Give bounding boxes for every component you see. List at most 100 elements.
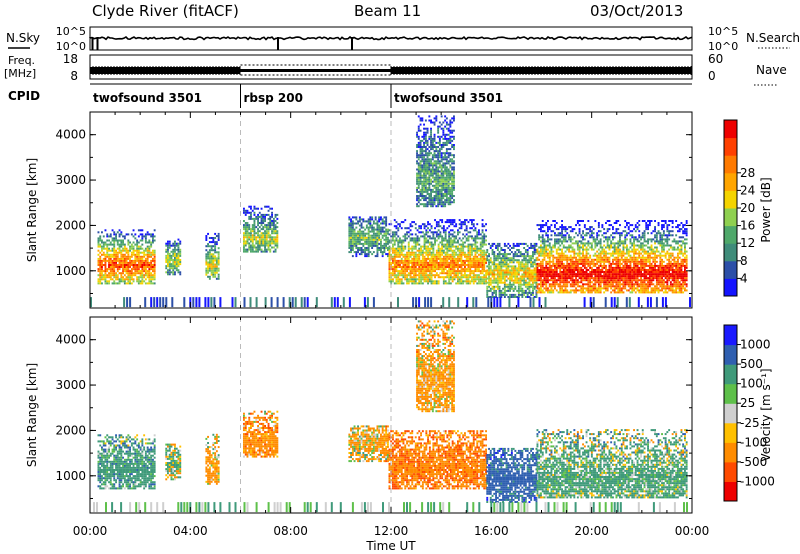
echo-cell <box>538 291 541 294</box>
echo-cell <box>146 253 149 256</box>
echo-cell <box>469 255 472 258</box>
echo-cell <box>122 255 124 258</box>
echo-cell <box>97 243 100 246</box>
echo-cell <box>552 283 555 286</box>
echo-cell <box>605 252 607 255</box>
echo-cell <box>269 250 272 253</box>
echo-cell <box>257 224 259 227</box>
echo-cell <box>458 231 461 234</box>
echo-cell <box>594 283 597 286</box>
echo-cell <box>248 224 251 227</box>
echo-cell <box>427 261 429 264</box>
echo-cell <box>582 258 584 261</box>
echo-cell <box>634 269 637 271</box>
echo-cell <box>523 263 526 266</box>
echo-cell <box>167 240 169 243</box>
echo-cell <box>471 276 473 279</box>
echo-cell <box>483 274 486 277</box>
echo-cell <box>369 242 372 245</box>
echo-cell <box>152 282 154 285</box>
echo-cell <box>533 273 536 276</box>
echo-cell <box>246 222 249 224</box>
echo-cell <box>455 261 458 264</box>
echo-cell <box>631 248 634 251</box>
echo-cell <box>101 231 103 234</box>
echo-cell <box>392 231 394 234</box>
echo-cell <box>474 251 477 254</box>
echo-cell <box>425 247 428 250</box>
echo-cell <box>244 250 247 253</box>
echo-cell <box>246 234 249 237</box>
echo-cell <box>582 273 584 276</box>
echo-cell <box>250 217 252 220</box>
echo-cell <box>627 283 630 286</box>
echo-cell <box>274 226 277 229</box>
echo-cell <box>571 248 574 251</box>
echo-cell <box>129 257 131 260</box>
echo-cell <box>510 293 513 296</box>
echo-cell <box>500 267 503 270</box>
echo-cell <box>474 255 477 258</box>
echo-cell <box>153 264 156 266</box>
echo-cell <box>427 249 429 252</box>
echo-cell <box>132 261 135 264</box>
echo-cell <box>496 255 499 258</box>
echo-cell <box>260 224 263 227</box>
echo-cell <box>554 234 556 237</box>
echo-cell <box>427 270 429 273</box>
echo-cell <box>498 267 501 270</box>
echo-cell <box>413 282 415 285</box>
echo-cell <box>540 273 542 276</box>
echo-cell <box>460 261 463 264</box>
echo-cell <box>453 235 456 238</box>
echo-cell <box>136 272 139 275</box>
echo-cell <box>214 275 217 278</box>
echo-cell <box>425 229 428 232</box>
echo-cell <box>113 266 116 268</box>
echo-cell <box>448 253 451 256</box>
echo-cell <box>130 272 133 275</box>
echo-cell <box>212 239 215 241</box>
echo-cell <box>532 283 534 286</box>
echo-cell <box>148 274 151 277</box>
echo-cell <box>536 264 539 267</box>
echo-cell <box>478 280 480 283</box>
echo-cell <box>274 242 277 245</box>
echo-cell <box>350 218 352 221</box>
echo-cell <box>387 255 389 258</box>
echo-cell <box>535 249 538 251</box>
echo-cell <box>350 222 352 225</box>
echo-cell <box>372 220 375 223</box>
echo-cell <box>210 273 213 276</box>
echo-cell <box>350 251 352 254</box>
echo-cell <box>457 272 459 275</box>
echo-cell <box>615 281 618 284</box>
echo-cell <box>439 257 442 260</box>
echo-cell <box>540 277 542 280</box>
echo-cell <box>557 283 560 286</box>
echo-cell <box>364 251 367 254</box>
echo-cell <box>208 265 211 268</box>
echo-cell <box>428 257 431 260</box>
echo-cell <box>271 238 273 241</box>
echo-cell <box>629 240 632 243</box>
echo-cell <box>127 280 130 283</box>
echo-cell <box>129 241 131 244</box>
echo-cell <box>444 266 447 268</box>
echo-cell <box>530 263 533 266</box>
echo-cell <box>597 277 600 280</box>
echo-cell <box>428 264 431 266</box>
echo-cell <box>115 278 117 281</box>
echo-cell <box>548 254 551 257</box>
echo-cell <box>552 273 555 276</box>
echo-cell <box>589 230 592 233</box>
echo-cell <box>619 287 621 290</box>
echo-cell <box>612 242 614 245</box>
echo-cell <box>626 266 628 269</box>
echo-cell <box>453 251 456 254</box>
echo-cell <box>471 249 473 252</box>
echo-cell <box>383 230 386 233</box>
echo-cell <box>491 296 494 298</box>
echo-cell <box>248 217 251 220</box>
echo-cell <box>439 264 442 266</box>
